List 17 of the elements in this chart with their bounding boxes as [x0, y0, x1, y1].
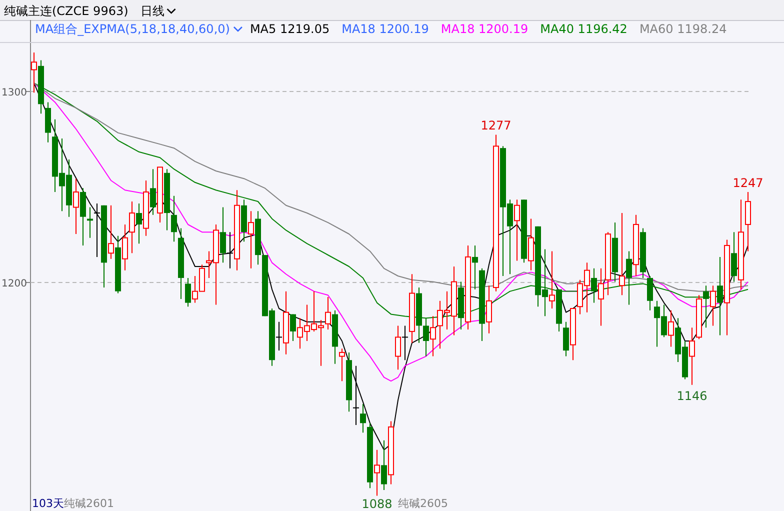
- text: MA60 1198.24: [639, 22, 727, 36]
- text: MA40 1196.42: [540, 22, 628, 36]
- y-tick-label: 1300: [2, 88, 27, 98]
- annotation: 1146: [676, 388, 708, 403]
- text: 日线: [140, 4, 164, 18]
- annotation: 纯碱2601: [64, 497, 114, 510]
- text: MA5 1219.05: [250, 22, 330, 36]
- annotation: 1247: [732, 176, 764, 190]
- text: MA18 1200.19: [440, 22, 528, 36]
- chart-title: 纯碱主连(CZCE 9963): [4, 4, 128, 18]
- text: MA18 1200.19: [342, 22, 429, 36]
- chart-subtitle: MA组合_EXPMA(5,18,18,40,60,0): [35, 22, 230, 36]
- y-tick-label: 1200: [2, 278, 27, 290]
- annotation: 1088: [362, 497, 392, 511]
- annotation: 1277: [480, 118, 512, 133]
- annotation: 103天: [32, 497, 64, 510]
- annotation: 纯碱2605: [398, 497, 448, 510]
